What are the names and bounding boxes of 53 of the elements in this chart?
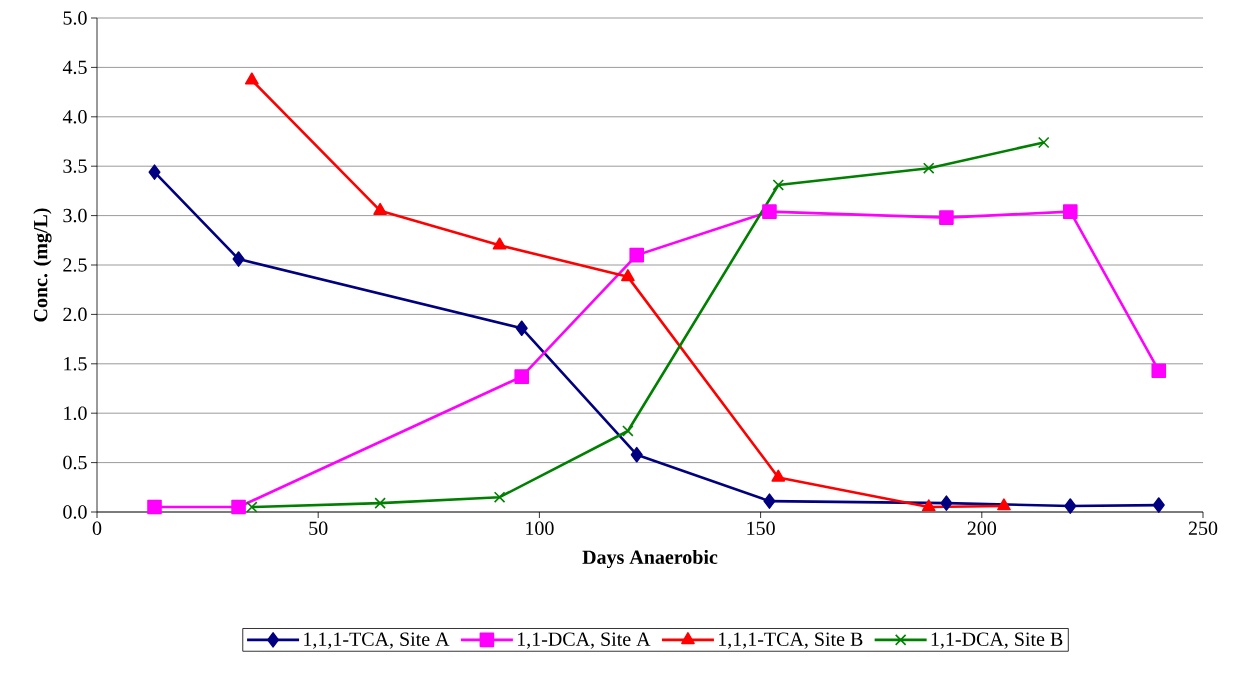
y-tick-label: 3.5 <box>63 159 87 173</box>
x-tick-label: 0 <box>92 521 102 536</box>
y-tick-label: 4.0 <box>62 110 87 124</box>
y-tick-label: 4.5 <box>62 60 87 75</box>
point <box>1037 136 1050 149</box>
point <box>374 497 386 509</box>
legend-label: 1,1,1-TCA, Site B <box>718 632 863 649</box>
y-tick-label: 0.0 <box>63 505 87 519</box>
point <box>1151 363 1167 379</box>
y-tick-label: 3.0 <box>63 208 87 223</box>
point <box>939 210 954 225</box>
y-tick-label: 1.0 <box>64 406 87 420</box>
point <box>493 491 506 503</box>
point <box>231 499 246 515</box>
point <box>940 495 953 511</box>
point <box>629 247 645 263</box>
point <box>148 164 161 180</box>
y-tick-label: 2.5 <box>63 258 87 272</box>
y-tick-label: 0.5 <box>63 455 87 470</box>
point <box>1064 498 1077 514</box>
y-tick-label: 1.5 <box>64 357 87 371</box>
point <box>515 320 528 337</box>
x-tick-label: 150 <box>747 521 775 536</box>
point <box>246 501 258 513</box>
y-axis-title: Conc. (mg/L) <box>33 208 52 322</box>
x-tick-label: 50 <box>309 521 328 536</box>
point <box>373 202 387 215</box>
point <box>922 162 935 174</box>
point <box>147 499 162 515</box>
x-tick-label: 200 <box>967 521 997 536</box>
y-tick-label: 5.0 <box>63 11 87 25</box>
point <box>492 237 507 250</box>
point <box>921 499 936 512</box>
point <box>762 204 777 219</box>
y-tick-label: 2.0 <box>63 307 87 322</box>
legend-label: 1,1-DCA, Site B <box>931 632 1063 649</box>
point <box>771 469 786 482</box>
legend-label: 1,1-DCA, Site A <box>517 632 651 649</box>
point <box>621 269 635 282</box>
x-axis-title: Days Anaerobic <box>582 549 718 569</box>
x-tick-label: 100 <box>526 521 554 536</box>
point <box>772 179 785 191</box>
point <box>232 251 245 267</box>
legend-label: 1,1,1-TCA, Site A <box>304 632 450 649</box>
point <box>1062 204 1078 219</box>
point <box>1152 497 1165 513</box>
point <box>630 446 643 463</box>
point <box>763 493 776 509</box>
point <box>514 369 530 384</box>
point <box>244 72 259 85</box>
point <box>622 425 634 437</box>
x-tick-label: 250 <box>1188 521 1218 536</box>
point <box>997 498 1011 511</box>
